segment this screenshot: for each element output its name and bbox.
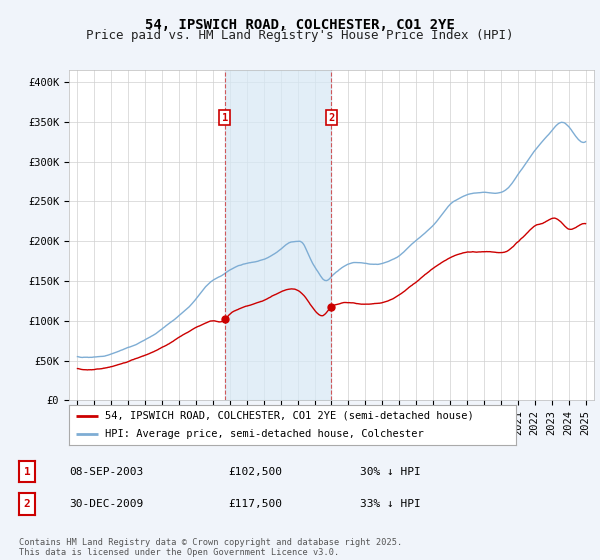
Text: £102,500: £102,500 bbox=[228, 466, 282, 477]
Text: 54, IPSWICH ROAD, COLCHESTER, CO1 2YE (semi-detached house): 54, IPSWICH ROAD, COLCHESTER, CO1 2YE (s… bbox=[105, 411, 473, 421]
Text: Price paid vs. HM Land Registry's House Price Index (HPI): Price paid vs. HM Land Registry's House … bbox=[86, 29, 514, 42]
Text: 08-SEP-2003: 08-SEP-2003 bbox=[69, 466, 143, 477]
Text: 30% ↓ HPI: 30% ↓ HPI bbox=[360, 466, 421, 477]
Text: HPI: Average price, semi-detached house, Colchester: HPI: Average price, semi-detached house,… bbox=[105, 430, 424, 439]
Text: Contains HM Land Registry data © Crown copyright and database right 2025.
This d: Contains HM Land Registry data © Crown c… bbox=[19, 538, 403, 557]
Text: £117,500: £117,500 bbox=[228, 499, 282, 509]
Text: 33% ↓ HPI: 33% ↓ HPI bbox=[360, 499, 421, 509]
Text: 2: 2 bbox=[24, 499, 31, 509]
Text: 1: 1 bbox=[221, 113, 228, 123]
Text: 1: 1 bbox=[24, 466, 31, 477]
Text: 30-DEC-2009: 30-DEC-2009 bbox=[69, 499, 143, 509]
Text: 2: 2 bbox=[328, 113, 334, 123]
Text: 54, IPSWICH ROAD, COLCHESTER, CO1 2YE: 54, IPSWICH ROAD, COLCHESTER, CO1 2YE bbox=[145, 18, 455, 32]
